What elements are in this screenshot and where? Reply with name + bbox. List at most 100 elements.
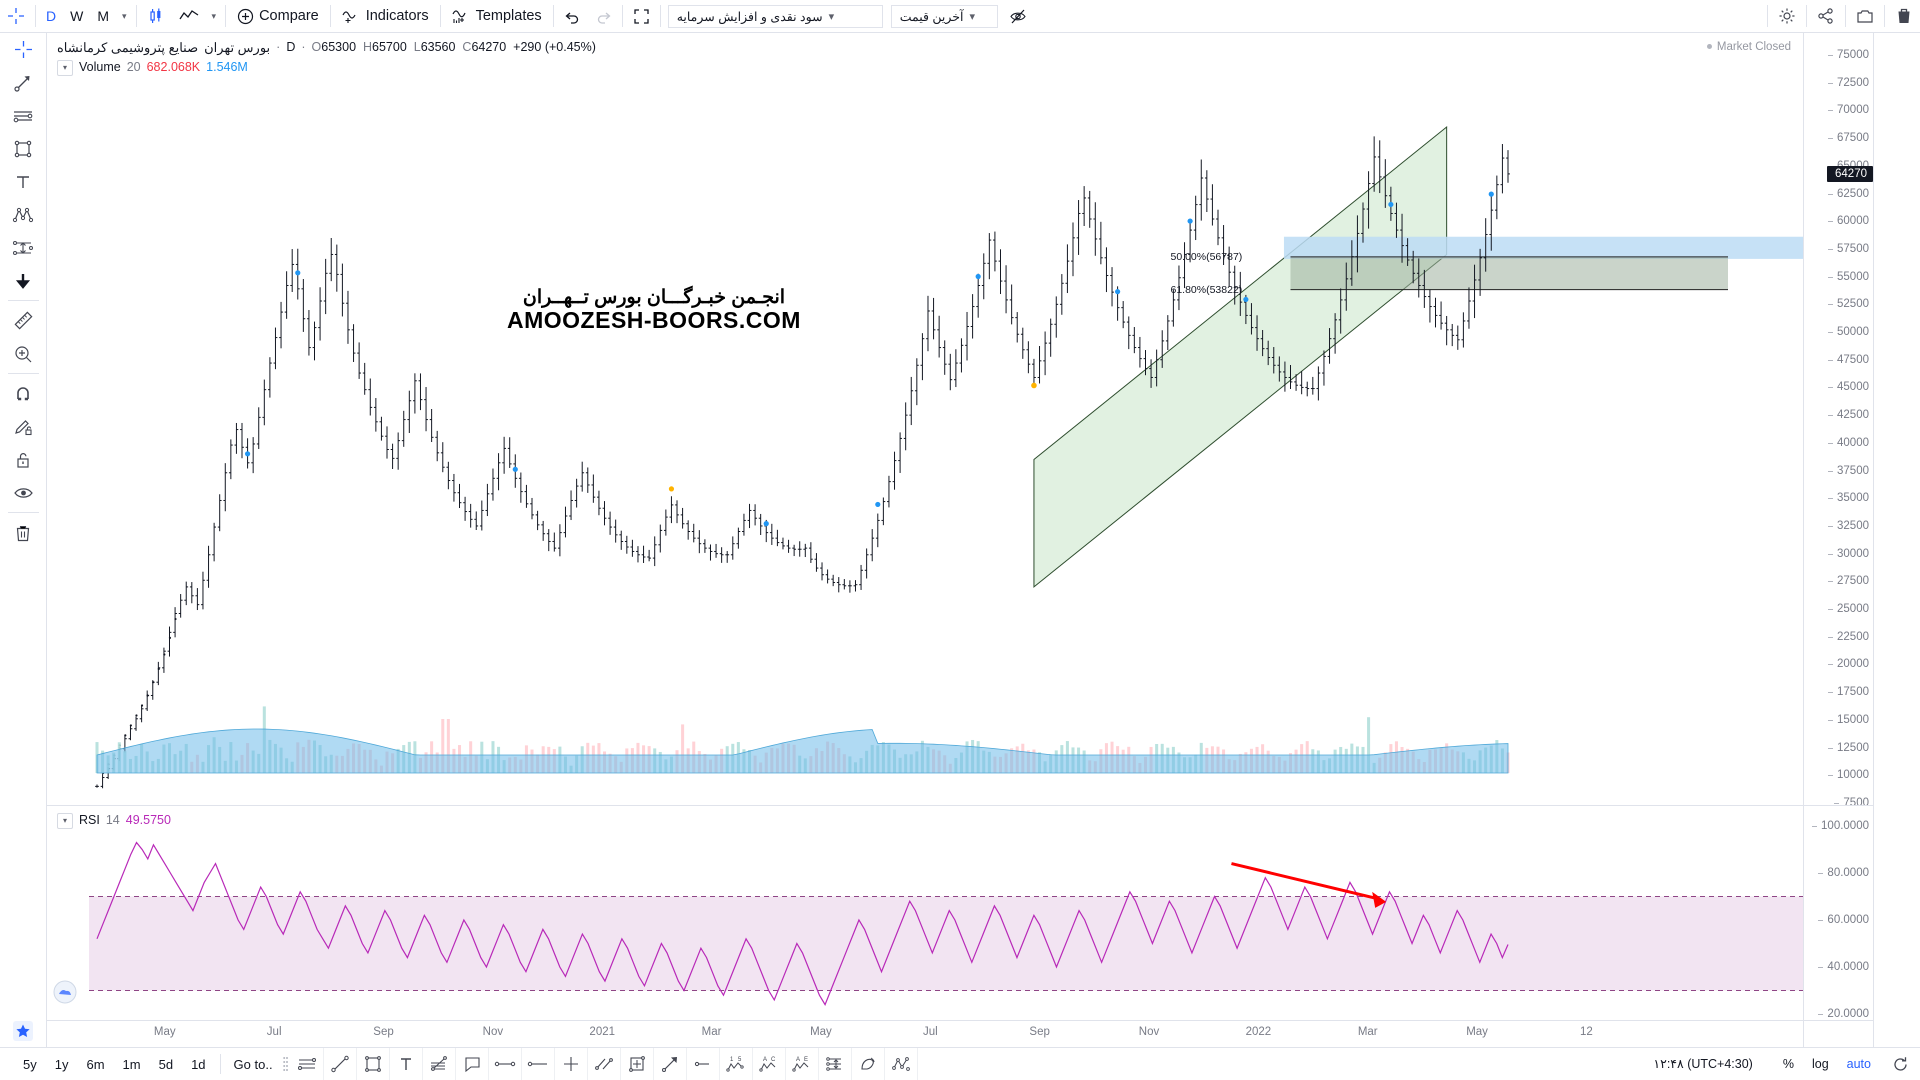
magnet-icon[interactable] (0, 377, 47, 410)
range-6m[interactable]: 6m (86, 1057, 105, 1072)
volume-label[interactable]: Volume (79, 60, 121, 74)
chevron-down-icon-charttype[interactable]: ▾ (211, 11, 217, 21)
time-tick: May (153, 1026, 176, 1038)
dividend-adjust-select[interactable]: ▾ سود نقدی و افزایش سرمایه (667, 5, 883, 28)
horizontal-ray-icon[interactable] (489, 1048, 522, 1080)
timeframe-d[interactable]: D (46, 8, 57, 24)
redo-icon[interactable] (588, 0, 619, 32)
rectangle-icon[interactable] (357, 1048, 390, 1080)
trash-icon[interactable] (0, 516, 47, 549)
time-axis-labels: May Jul Sep Nov 2021 Mar May Jul Sep Nov 2022 Mar Ma… (47, 1021, 1803, 1047)
range-1m[interactable]: 1m (122, 1057, 141, 1072)
chart-column: صنایع پتروشیمی کرمانشاه بورس تهران · D ·… (47, 33, 1873, 1047)
drag-handle[interactable] (281, 1048, 291, 1080)
rsi-chart-canvas[interactable]: ▾ RSI 14 49.5750 (47, 806, 1803, 1020)
crosshair-icon[interactable] (555, 1048, 588, 1080)
svg-text:5: 5 (738, 1057, 742, 1063)
templates-button[interactable]: Templates (444, 0, 550, 32)
short-line-icon[interactable] (687, 1048, 720, 1080)
range-5y[interactable]: 5y (23, 1057, 37, 1072)
price-tick: 25000 (1828, 603, 1869, 616)
callout-icon[interactable] (456, 1048, 489, 1080)
rsi-scale[interactable]: 100.0000 80.0000 60.0000 40.0000 20.0000 (1803, 806, 1873, 1020)
line-chart-icon[interactable] (172, 0, 206, 32)
price-scale[interactable]: 7500072500700006750065000625006000057500… (1803, 33, 1873, 809)
frame-icon[interactable] (621, 1048, 654, 1080)
position-icon[interactable] (819, 1048, 852, 1080)
bottom-toolbar: 5y 1y 6m 1m 5d 1d Go to.. (0, 1047, 1920, 1080)
horizontal-lines-icon[interactable] (291, 1048, 324, 1080)
trend-line-icon[interactable] (0, 66, 47, 99)
timeframe-m[interactable]: M (97, 8, 110, 24)
trash-icon[interactable] (1888, 0, 1920, 32)
pitchfork-icon[interactable] (423, 1048, 456, 1080)
crosshair-icon[interactable] (0, 33, 47, 66)
time-axis[interactable]: May Jul Sep Nov 2021 Mar May Jul Sep Nov 2022 Mar Ma… (47, 1020, 1873, 1047)
text-icon[interactable] (390, 1048, 423, 1080)
rectangle-icon[interactable] (0, 132, 47, 165)
crosshair-icon[interactable] (0, 0, 32, 32)
wave-15-icon[interactable]: 1 5 (720, 1048, 753, 1080)
gear-icon[interactable] (1771, 0, 1803, 32)
divider (1806, 5, 1807, 27)
collapse-volume-icon[interactable]: ▾ (57, 59, 73, 76)
parallel-lines-icon[interactable] (588, 1048, 621, 1080)
low-value: 63560 (420, 40, 456, 54)
svg-text:A: A (763, 1057, 767, 1063)
candlestick-icon[interactable] (140, 0, 172, 32)
fib-level-50-label: 50.00%(56787) (1170, 250, 1243, 263)
refresh-icon[interactable] (1880, 1056, 1920, 1073)
undo-icon[interactable] (557, 0, 588, 32)
divider (659, 5, 661, 27)
eye-icon[interactable] (0, 476, 47, 509)
rsi-label[interactable]: RSI (79, 813, 100, 827)
trend-line-icon[interactable] (324, 1048, 357, 1080)
pencil-lock-icon[interactable] (0, 410, 47, 443)
arrow-down-icon[interactable] (0, 264, 47, 297)
wave-ac-icon[interactable]: A C (753, 1048, 786, 1080)
ruler-icon[interactable] (0, 304, 47, 337)
goto-button[interactable]: Go to.. (233, 1057, 273, 1072)
symbol-name[interactable]: صنایع پتروشیمی کرمانشاه (57, 40, 199, 55)
camera-icon[interactable] (1849, 0, 1881, 32)
time-tick: May (1466, 1026, 1488, 1038)
text-icon[interactable] (0, 165, 47, 198)
pattern-nodes-icon[interactable] (885, 1048, 918, 1080)
favorites-star-icon[interactable] (0, 1014, 47, 1047)
time-tick: 2022 (1245, 1026, 1272, 1038)
share-icon[interactable] (1810, 0, 1842, 32)
range-5d[interactable]: 5d (158, 1057, 174, 1072)
horizontal-line-icon[interactable] (522, 1048, 555, 1080)
fullscreen-icon[interactable] (626, 0, 657, 32)
price-tick: 47500 (1828, 353, 1869, 366)
chevron-down-icon-timeframe[interactable]: ▾ (122, 11, 127, 21)
percent-scale-button[interactable]: % (1782, 1056, 1794, 1071)
current-price-label: 64270 (1827, 165, 1873, 182)
collapse-rsi-icon[interactable]: ▾ (57, 812, 73, 829)
brush-icon[interactable] (852, 1048, 885, 1080)
wave-ae-icon[interactable]: A E (786, 1048, 819, 1080)
log-scale-button[interactable]: log (1811, 1056, 1829, 1071)
time-tick: Jul (266, 1026, 282, 1038)
measure-range-icon[interactable] (0, 231, 47, 264)
horizontal-lines-icon[interactable] (0, 99, 47, 132)
compare-button[interactable]: Compare (229, 0, 327, 32)
clock-label[interactable]: ۱۲:۴۸ (UTC+4:30) (1653, 1056, 1753, 1071)
lock-icon[interactable] (0, 443, 47, 476)
high-label: H (363, 40, 373, 54)
pattern-icon[interactable] (0, 198, 47, 231)
range-1y[interactable]: 1y (54, 1057, 69, 1072)
range-1d[interactable]: 1d (191, 1057, 206, 1072)
timeframe-w[interactable]: W (70, 8, 84, 24)
price-chart-canvas[interactable]: صنایع پتروشیمی کرمانشاه بورس تهران · D ·… (47, 33, 1803, 805)
volume-ma-value: 682.068K (146, 60, 201, 74)
svg-text:A: A (796, 1057, 800, 1063)
eye-crossed-icon[interactable] (1002, 0, 1035, 32)
arrow-marker-icon[interactable] (654, 1048, 687, 1080)
zoom-in-icon[interactable] (0, 337, 47, 370)
close-label: C (462, 40, 472, 54)
auto-scale-button[interactable]: auto (1846, 1056, 1871, 1071)
price-source-select[interactable]: ▾ آخرین قیمت (890, 5, 999, 28)
indicators-button[interactable]: Indicators (334, 0, 437, 32)
divider (1845, 5, 1846, 27)
